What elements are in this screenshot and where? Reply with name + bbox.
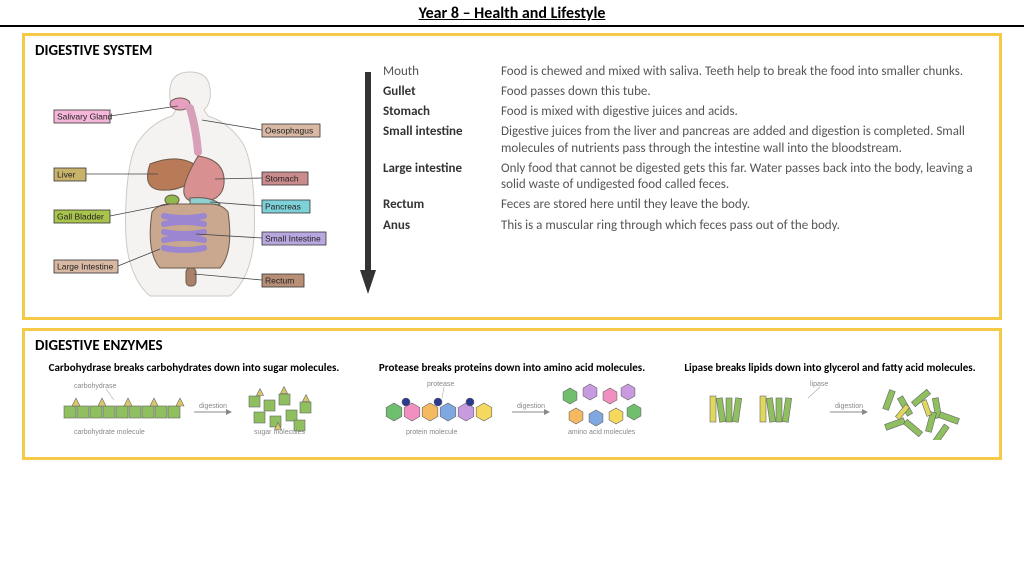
enzyme-column: Protease breaks proteins down into amino…	[363, 361, 661, 445]
svg-text:carbohydrase: carbohydrase	[74, 383, 117, 390]
svg-text:sugar molecules: sugar molecules	[254, 429, 305, 436]
digestive-system-panel: DIGESTIVE SYSTEM	[22, 33, 1002, 320]
svg-text:Liver: Liver	[57, 169, 76, 179]
term: Mouth	[383, 64, 491, 80]
svg-text:Stomach: Stomach	[265, 173, 299, 183]
enzyme-heading: Lipase breaks lipids down into glycerol …	[681, 361, 979, 374]
digestion-row: Small intestine Digestive juices from the…	[383, 124, 989, 157]
svg-text:Small Intestine: Small Intestine	[265, 233, 321, 243]
digestion-row: Mouth Food is chewed and mixed with saliv…	[383, 64, 989, 80]
description: Only food that cannot be digested gets t…	[501, 161, 989, 194]
svg-text:protease: protease	[427, 381, 454, 388]
enzymes-body: Carbohydrase breaks carbohydrates down i…	[35, 359, 989, 449]
svg-text:Salivary Gland: Salivary Gland	[57, 111, 113, 121]
svg-text:Large Intestine: Large Intestine	[57, 261, 114, 271]
term: Large intestine	[383, 161, 491, 194]
term: Gullet	[383, 84, 491, 100]
digestion-row: Rectum Feces are stored here until they l…	[383, 197, 989, 213]
svg-text:amino acid molecules: amino acid molecules	[568, 429, 636, 436]
enzyme-column: Carbohydrase breaks carbohydrates down i…	[45, 361, 343, 445]
enzyme-heading: Protease breaks proteins down into amino…	[363, 361, 661, 374]
digestive-enzymes-panel: DIGESTIVE ENZYMES Carbohydrase breaks ca…	[22, 328, 1002, 460]
digestion-rows: Mouth Food is chewed and mixed with saliv…	[383, 64, 989, 309]
digestion-row: Large intestine Only food that cannot be …	[383, 161, 989, 194]
title-rule	[0, 25, 1024, 27]
digestion-row: Gullet Food passes down this tube.	[383, 84, 989, 100]
diagram-label: Salivary Gland	[54, 106, 178, 123]
svg-text:Oesophagus: Oesophagus	[265, 125, 313, 135]
svg-text:digestion: digestion	[517, 403, 545, 410]
description: Digestive juices from the liver and panc…	[501, 124, 989, 157]
digestive-enzymes-title: DIGESTIVE ENZYMES	[35, 337, 989, 355]
svg-text:Pancreas: Pancreas	[265, 201, 301, 211]
page-title: Year 8 – Health and Lifestyle	[0, 0, 1024, 25]
enzyme-diagram: digestion carbohydrase carbohydrate molecu…	[45, 378, 343, 440]
svg-text:digestion: digestion	[199, 403, 227, 410]
term: Stomach	[383, 104, 491, 120]
term: Anus	[383, 218, 491, 234]
description: Feces are stored here until they leave t…	[501, 197, 989, 213]
description: Food passes down this tube.	[501, 84, 989, 100]
svg-text:carbohydrate molecule: carbohydrate molecule	[74, 429, 145, 436]
digestion-row: Stomach Food is mixed with digestive juic…	[383, 104, 989, 120]
svg-text:Gall Bladder: Gall Bladder	[57, 211, 104, 221]
description: Food is mixed with digestive juices and …	[501, 104, 989, 120]
flow-arrow	[359, 64, 377, 309]
digestion-table: Mouth Food is chewed and mixed with saliv…	[359, 64, 989, 309]
enzyme-diagram: digestion lipase	[681, 378, 979, 440]
content: DIGESTIVE SYSTEM	[0, 33, 1024, 460]
enzyme-heading: Carbohydrase breaks carbohydrates down i…	[45, 361, 343, 374]
rectum-icon	[186, 268, 196, 286]
term: Rectum	[383, 197, 491, 213]
svg-text:lipase: lipase	[810, 381, 828, 388]
svg-text:protein molecule: protein molecule	[406, 429, 457, 436]
digestive-system-body: Salivary Gland Oesophagus Liver Stomach Panc…	[35, 64, 989, 309]
term: Small intestine	[383, 124, 491, 157]
description: This is a muscular ring through which fe…	[501, 218, 989, 234]
digestion-row: Anus This is a muscular ring through whic…	[383, 218, 989, 234]
svg-text:Rectum: Rectum	[265, 275, 294, 285]
enzyme-diagram: digestion protease protein molecule amino a…	[363, 378, 661, 440]
digestive-system-title: DIGESTIVE SYSTEM	[35, 42, 989, 60]
enzyme-column: Lipase breaks lipids down into glycerol …	[681, 361, 979, 445]
description: Food is chewed and mixed with saliva. Te…	[501, 64, 989, 80]
anatomy-diagram: Salivary Gland Oesophagus Liver Stomach Panc…	[35, 64, 345, 309]
svg-text:digestion: digestion	[835, 403, 863, 410]
